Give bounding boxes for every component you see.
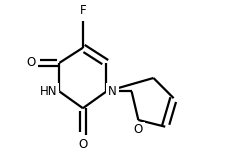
Text: O: O: [27, 56, 36, 69]
Text: N: N: [108, 85, 117, 98]
Text: HN: HN: [40, 85, 58, 98]
Text: F: F: [80, 4, 86, 18]
Text: O: O: [78, 138, 88, 151]
Text: O: O: [134, 123, 143, 136]
